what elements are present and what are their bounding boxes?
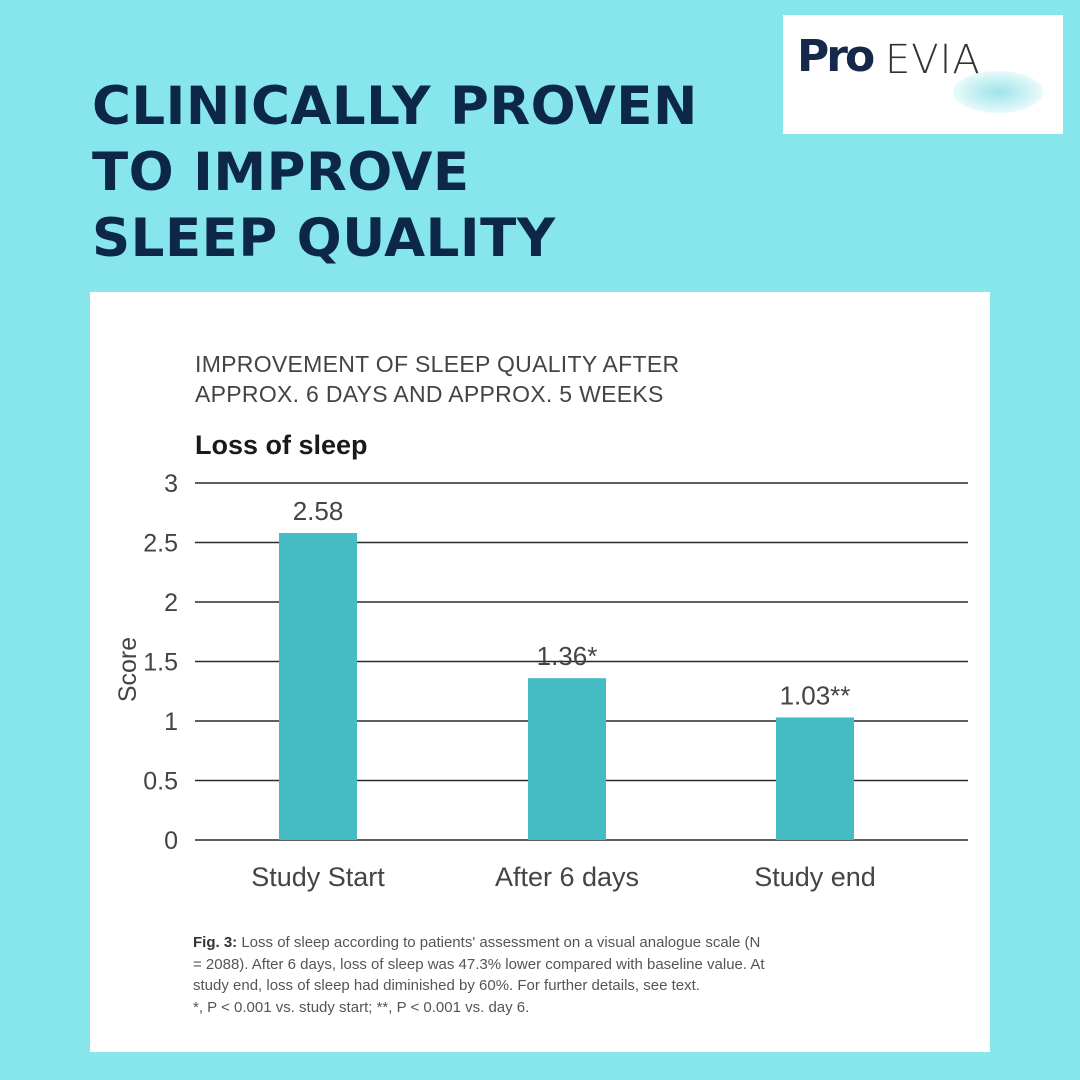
x-tick-label: Study Start [251, 862, 385, 892]
x-tick-label: After 6 days [495, 862, 639, 892]
logo-evia: EVIA [885, 37, 981, 83]
y-tick-label: 2 [164, 589, 178, 617]
data-label: 1.36* [537, 641, 598, 671]
y-tick-label: 3 [164, 470, 178, 498]
caption-line: study end, loss of sleep had diminished … [193, 977, 700, 994]
x-tick-label: Study end [754, 862, 876, 892]
headline: CLINICALLY PROVEN TO IMPROVE SLEEP QUALI… [92, 74, 698, 272]
headline-line: CLINICALLY PROVEN [92, 76, 698, 137]
headline-line: SLEEP QUALITY [92, 208, 556, 269]
data-label: 2.58 [293, 496, 344, 526]
chart-card: IMPROVEMENT OF SLEEP QUALITY AFTER APPRO… [90, 292, 990, 1052]
figure-caption: Fig. 3: Loss of sleep according to patie… [193, 932, 963, 1018]
y-tick-label: 2.5 [143, 530, 178, 558]
bar-chart: 0 0.5 1 1.5 2 2.5 3 Score 2.58 Study Start 1.36* Af… [114, 470, 968, 892]
y-tick-label: 0 [164, 827, 178, 855]
caption-label: Fig. 3: [193, 934, 238, 951]
caption-line: *, P < 0.001 vs. study start; **, P < 0.… [193, 998, 530, 1016]
proevia-logo: Pro EVIA [783, 15, 1063, 134]
y-tick-label: 1 [164, 708, 178, 736]
ripple-icon [953, 71, 1043, 113]
chart-subtitle: IMPROVEMENT OF SLEEP QUALITY AFTER APPRO… [195, 349, 679, 409]
chart-title: Loss of sleep [195, 430, 368, 460]
y-tick-label: 0.5 [143, 768, 178, 796]
caption-line: = 2088). After 6 days, loss of sleep was… [193, 955, 765, 973]
logo-pro: Pro [797, 31, 875, 82]
headline-line: TO IMPROVE [92, 142, 470, 203]
data-label: 1.03** [780, 680, 851, 710]
bar [528, 678, 606, 840]
subtitle-line: APPROX. 6 DAYS AND APPROX. 5 WEEKS [195, 381, 664, 407]
bar [279, 532, 357, 840]
bar [776, 717, 854, 840]
y-axis-label: Score [114, 637, 142, 702]
subtitle-line: IMPROVEMENT OF SLEEP QUALITY AFTER [195, 351, 680, 377]
y-tick-label: 1.5 [143, 649, 178, 677]
caption-line: Loss of sleep according to patients' ass… [237, 934, 761, 951]
